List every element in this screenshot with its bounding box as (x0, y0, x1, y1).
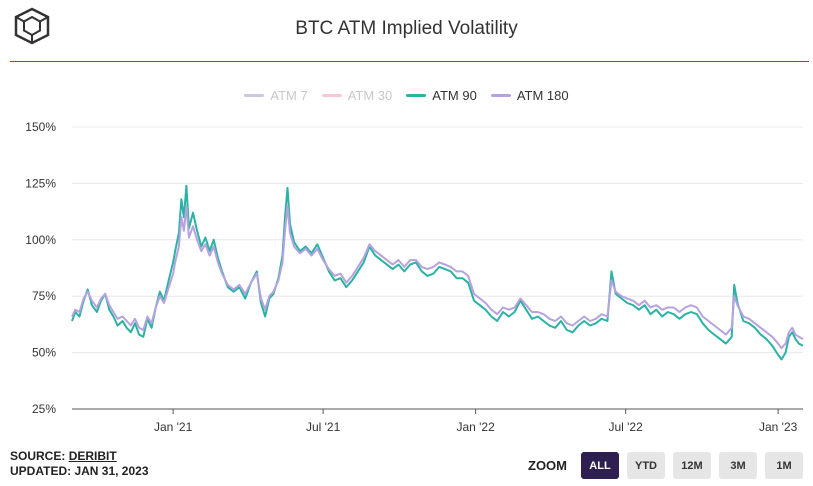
y-tick-label: 150% (25, 120, 56, 134)
legend-label: ATM 7 (270, 88, 308, 103)
zoom-3m-button[interactable]: 3M (719, 452, 757, 479)
legend-label: ATM 90 (432, 88, 477, 103)
series-line-atm-90 (71, 184, 804, 361)
updated-text: UPDATED: JAN 31, 2023 (10, 464, 149, 478)
zoom-1m-button[interactable]: 1M (765, 452, 803, 479)
x-tick-label: Jan '23 (759, 420, 798, 434)
series-line-atm-180 (71, 205, 804, 350)
zoom-ytd-button[interactable]: YTD (627, 452, 665, 479)
y-tick-label: 75% (32, 289, 56, 303)
legend-item-atm-90[interactable]: ATM 90 (406, 88, 477, 103)
y-tick-label: 100% (25, 233, 56, 247)
chart-legend: ATM 7 ATM 30 ATM 90 ATM 180 (0, 88, 813, 103)
x-tick-label: Jul '21 (306, 420, 341, 434)
volatility-line-chart[interactable]: 25% 50% 75% 100% 125% 150% Jan '21 Jul '21 Jan '… (0, 110, 813, 440)
zoom-label: ZOOM (528, 458, 567, 473)
legend-label: ATM 180 (516, 88, 569, 103)
legend-label: ATM 30 (347, 88, 393, 103)
x-tick-label: Jul '22 (608, 420, 643, 434)
y-tick-label: 125% (25, 176, 56, 190)
zoom-all-button[interactable]: ALL (581, 452, 619, 479)
logo-cube-icon (14, 7, 50, 45)
title-divider (10, 61, 809, 62)
source-link[interactable]: DERIBIT (68, 449, 117, 463)
legend-item-atm-7[interactable]: ATM 7 (244, 88, 308, 103)
legend-item-atm-180[interactable]: ATM 180 (490, 88, 569, 103)
legend-swatch (244, 94, 265, 97)
legend-swatch (490, 94, 511, 97)
y-tick-label: 25% (32, 402, 56, 416)
x-tick-label: Jan '21 (154, 420, 193, 434)
x-tick-label: Jan '22 (456, 420, 495, 434)
legend-swatch (406, 94, 427, 97)
source-block: SOURCE: DERIBIT UPDATED: JAN 31, 2023 (10, 449, 149, 479)
y-tick-label: 50% (32, 346, 56, 360)
legend-swatch (321, 94, 342, 97)
zoom-12m-button[interactable]: 12M (673, 452, 711, 479)
legend-item-atm-30[interactable]: ATM 30 (321, 88, 393, 103)
chart-title: BTC ATM Implied Volatility (295, 18, 518, 39)
zoom-controls: ZOOM ALL YTD 12M 3M 1M (528, 452, 803, 479)
source-prefix: SOURCE: (10, 449, 66, 463)
